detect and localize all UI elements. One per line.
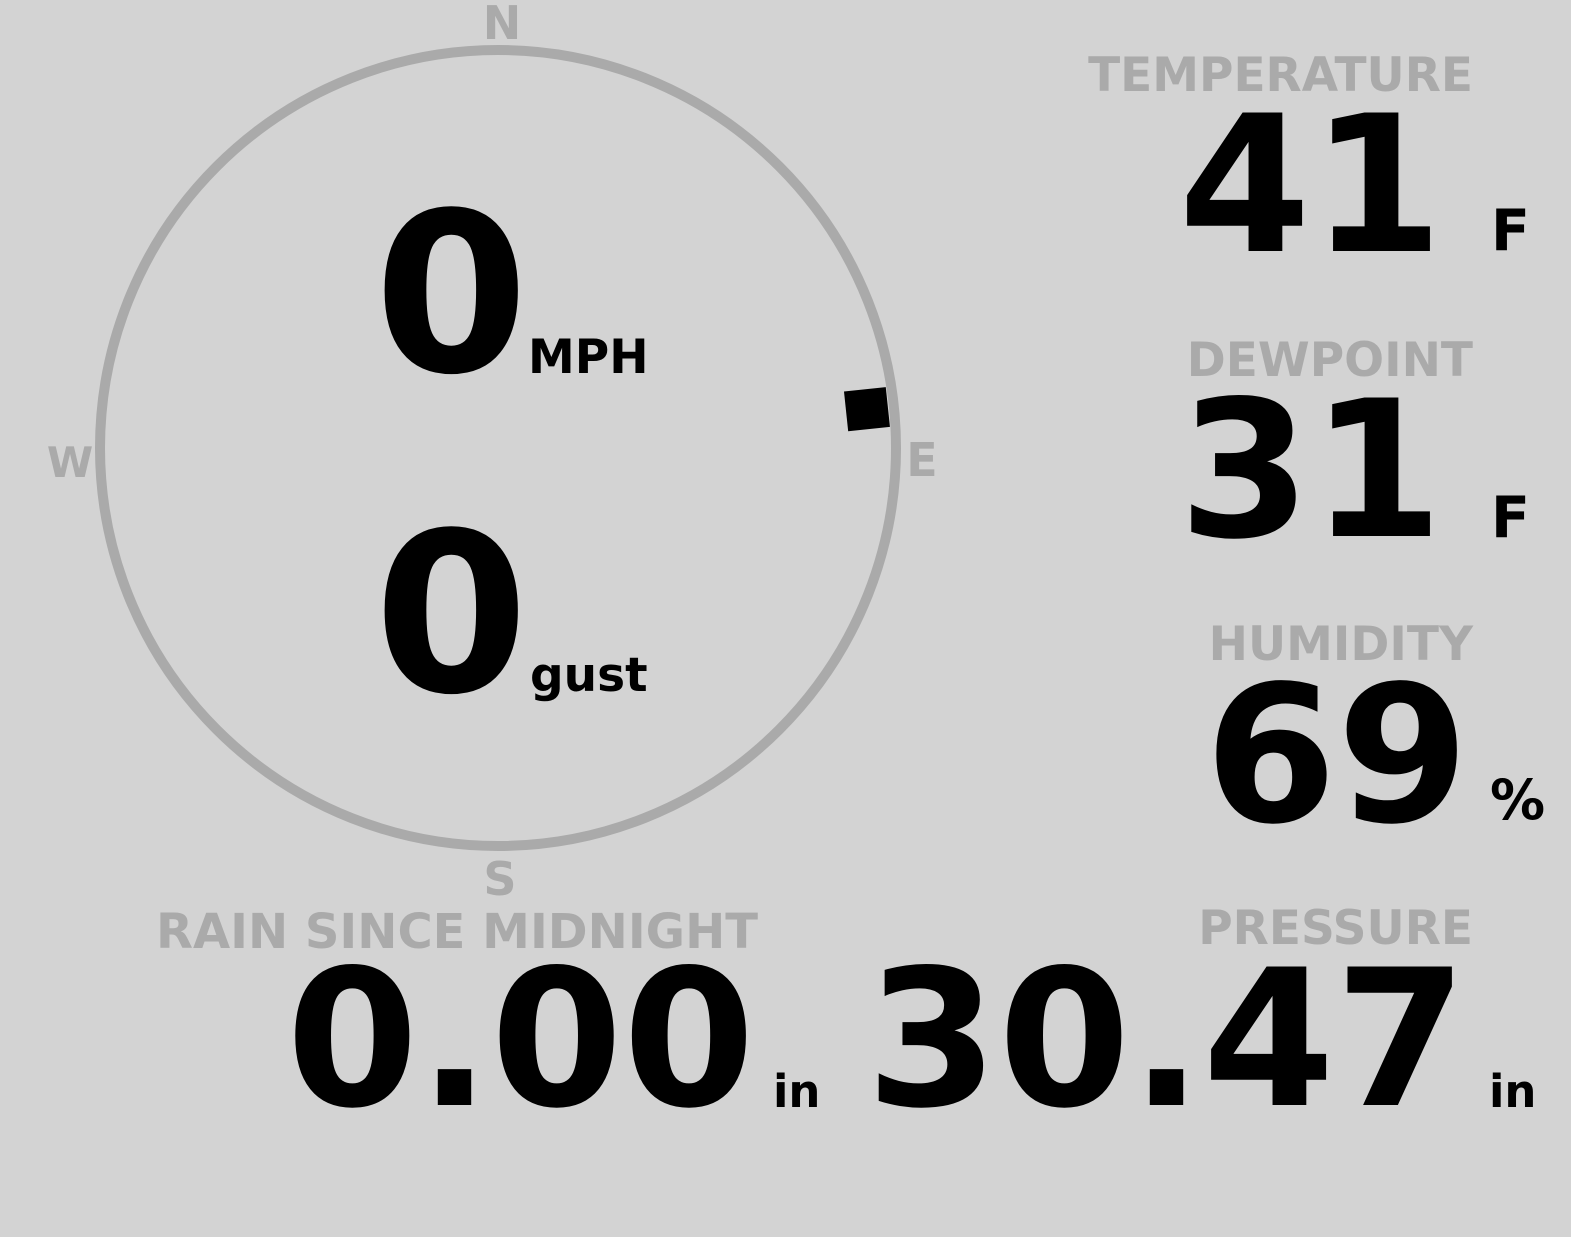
compass-west: W bbox=[46, 438, 94, 487]
wind-speed-value: 0 bbox=[374, 166, 529, 424]
temperature-unit: F bbox=[1491, 198, 1530, 264]
rain-label: RAIN SINCE MIDNIGHT bbox=[156, 904, 758, 960]
dewpoint-value: 31 bbox=[1178, 360, 1443, 581]
compass-south: S bbox=[483, 852, 517, 906]
temperature-label: TEMPERATURE bbox=[1088, 48, 1473, 103]
humidity-value: 69 bbox=[1204, 645, 1469, 866]
dewpoint-unit: F bbox=[1491, 485, 1530, 551]
humidity-label: HUMIDITY bbox=[1208, 617, 1473, 672]
compass-east: E bbox=[906, 433, 938, 487]
dewpoint-label: DEWPOINT bbox=[1186, 333, 1473, 388]
humidity-unit: % bbox=[1490, 768, 1546, 832]
rain-unit: in bbox=[773, 1065, 821, 1118]
wind-gust-unit: gust bbox=[530, 648, 648, 703]
rain-value: 0.00 bbox=[286, 929, 755, 1150]
pressure-unit: in bbox=[1489, 1065, 1537, 1118]
temperature-value: 41 bbox=[1178, 75, 1443, 296]
wind-gust-value: 0 bbox=[374, 486, 529, 744]
compass-ring bbox=[95, 45, 901, 851]
pressure-label: PRESSURE bbox=[1198, 901, 1473, 956]
compass-north: N bbox=[482, 0, 522, 50]
wind-speed-unit: MPH bbox=[528, 330, 649, 385]
pressure-value: 30.47 bbox=[866, 929, 1467, 1150]
wind-direction-marker bbox=[843, 387, 890, 432]
